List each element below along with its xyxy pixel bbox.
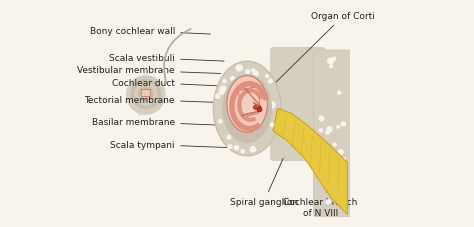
Circle shape xyxy=(333,143,336,146)
Text: Bony cochlear wall: Bony cochlear wall xyxy=(90,27,210,36)
Circle shape xyxy=(326,131,329,135)
Circle shape xyxy=(144,93,147,96)
Circle shape xyxy=(319,117,324,121)
Circle shape xyxy=(241,150,244,153)
Circle shape xyxy=(342,158,346,161)
Circle shape xyxy=(246,71,250,74)
Circle shape xyxy=(333,198,336,202)
Circle shape xyxy=(254,72,258,77)
Text: Scala vestibuli: Scala vestibuli xyxy=(109,54,224,63)
Circle shape xyxy=(338,150,343,155)
Circle shape xyxy=(227,136,231,139)
Circle shape xyxy=(236,66,242,72)
Circle shape xyxy=(230,77,235,82)
FancyBboxPatch shape xyxy=(314,51,352,217)
Circle shape xyxy=(337,126,339,128)
Circle shape xyxy=(216,95,219,99)
FancyBboxPatch shape xyxy=(271,49,325,160)
Circle shape xyxy=(269,102,275,109)
Text: Cochlear branch
of N VIII: Cochlear branch of N VIII xyxy=(283,187,357,217)
Circle shape xyxy=(327,188,333,193)
Circle shape xyxy=(341,122,346,126)
Text: Basilar membrane: Basilar membrane xyxy=(92,118,223,127)
Circle shape xyxy=(252,70,255,73)
Polygon shape xyxy=(238,86,261,118)
Circle shape xyxy=(269,80,273,84)
Circle shape xyxy=(326,200,330,204)
Ellipse shape xyxy=(227,76,267,133)
Circle shape xyxy=(345,170,347,173)
Circle shape xyxy=(321,154,327,160)
Polygon shape xyxy=(273,109,347,215)
Circle shape xyxy=(328,59,333,64)
Circle shape xyxy=(330,66,333,68)
Text: Spiral ganglion: Spiral ganglion xyxy=(230,159,298,206)
Circle shape xyxy=(219,90,224,95)
Ellipse shape xyxy=(223,75,272,143)
Text: Vestibular membrane: Vestibular membrane xyxy=(77,66,221,75)
Circle shape xyxy=(138,87,153,102)
Circle shape xyxy=(257,108,262,112)
Circle shape xyxy=(250,147,255,152)
Circle shape xyxy=(127,76,165,115)
Circle shape xyxy=(142,90,150,99)
Circle shape xyxy=(223,80,226,84)
FancyBboxPatch shape xyxy=(141,90,150,97)
Circle shape xyxy=(220,87,226,93)
Circle shape xyxy=(333,58,336,61)
Circle shape xyxy=(235,146,238,150)
Circle shape xyxy=(135,84,156,105)
Circle shape xyxy=(266,75,269,78)
Circle shape xyxy=(319,129,322,132)
FancyArrowPatch shape xyxy=(164,30,191,84)
Circle shape xyxy=(219,120,222,123)
Circle shape xyxy=(271,124,273,127)
Text: Scala tympani: Scala tympani xyxy=(110,140,234,149)
Circle shape xyxy=(228,145,232,149)
Circle shape xyxy=(327,127,332,132)
Circle shape xyxy=(131,80,160,109)
Text: Cochlear duct: Cochlear duct xyxy=(112,79,219,87)
Ellipse shape xyxy=(253,105,261,110)
Circle shape xyxy=(337,92,341,95)
Text: Tectorial membrane: Tectorial membrane xyxy=(84,95,228,104)
Ellipse shape xyxy=(213,62,281,156)
Text: Organ of Corti: Organ of Corti xyxy=(260,12,375,98)
Circle shape xyxy=(343,167,347,171)
Circle shape xyxy=(336,179,341,184)
